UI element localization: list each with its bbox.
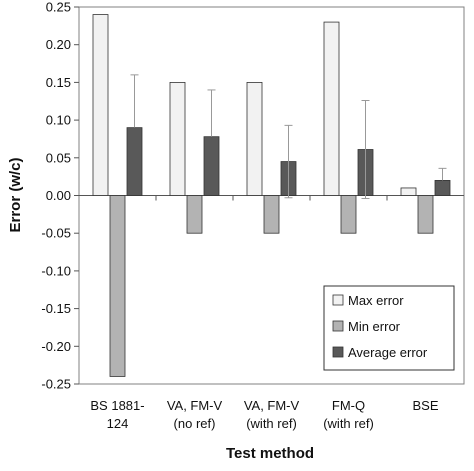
bar-max-error: [246, 82, 263, 196]
bar-min-error: [109, 195, 126, 377]
x-tick-label: BSE: [412, 398, 438, 413]
x-tick-label: (no ref): [174, 416, 216, 431]
y-axis-title: Error (w/c): [7, 157, 24, 232]
y-tick-label: 0.00: [46, 188, 71, 203]
bar-min-error: [186, 195, 203, 234]
legend-swatch: [332, 320, 344, 332]
bar-max-error: [169, 82, 186, 196]
legend-swatch: [332, 346, 344, 358]
x-tick-label: VA, FM-V: [167, 398, 223, 413]
y-tick-label: 0.25: [46, 0, 71, 15]
y-tick-label: -0.25: [41, 377, 71, 392]
y-tick-label: -0.10: [41, 263, 71, 278]
bar-max-error: [400, 187, 417, 196]
x-tick-label: FM-Q: [332, 398, 365, 413]
y-tick-label: 0.05: [46, 150, 71, 165]
x-tick-label: 124: [107, 416, 129, 431]
bar-min-error: [263, 195, 280, 234]
legend-label: Min error: [348, 319, 401, 334]
x-tick-label: BS 1881-: [90, 398, 144, 413]
legend-label: Average error: [348, 345, 428, 360]
bar-average-error: [203, 136, 220, 196]
bar-max-error: [92, 14, 109, 196]
x-tick-label: (with ref): [246, 416, 297, 431]
bar-min-error: [340, 195, 357, 234]
y-tick-label: 0.15: [46, 75, 71, 90]
legend-swatch: [332, 294, 344, 306]
y-tick-label: -0.20: [41, 339, 71, 354]
y-tick-label: -0.05: [41, 226, 71, 241]
legend: [323, 285, 455, 371]
x-tick-label: VA, FM-V: [244, 398, 300, 413]
y-tick-label: -0.15: [41, 301, 71, 316]
bar-average-error: [126, 127, 143, 196]
x-tick-label: (with ref): [323, 416, 374, 431]
bar-max-error: [323, 21, 340, 196]
y-tick-label: 0.10: [46, 113, 71, 128]
bar-average-error: [434, 180, 451, 196]
y-tick-label: 0.20: [46, 37, 71, 52]
x-axis-title: Test method: [226, 445, 314, 462]
bar-min-error: [417, 195, 434, 234]
legend-label: Max error: [348, 293, 404, 308]
